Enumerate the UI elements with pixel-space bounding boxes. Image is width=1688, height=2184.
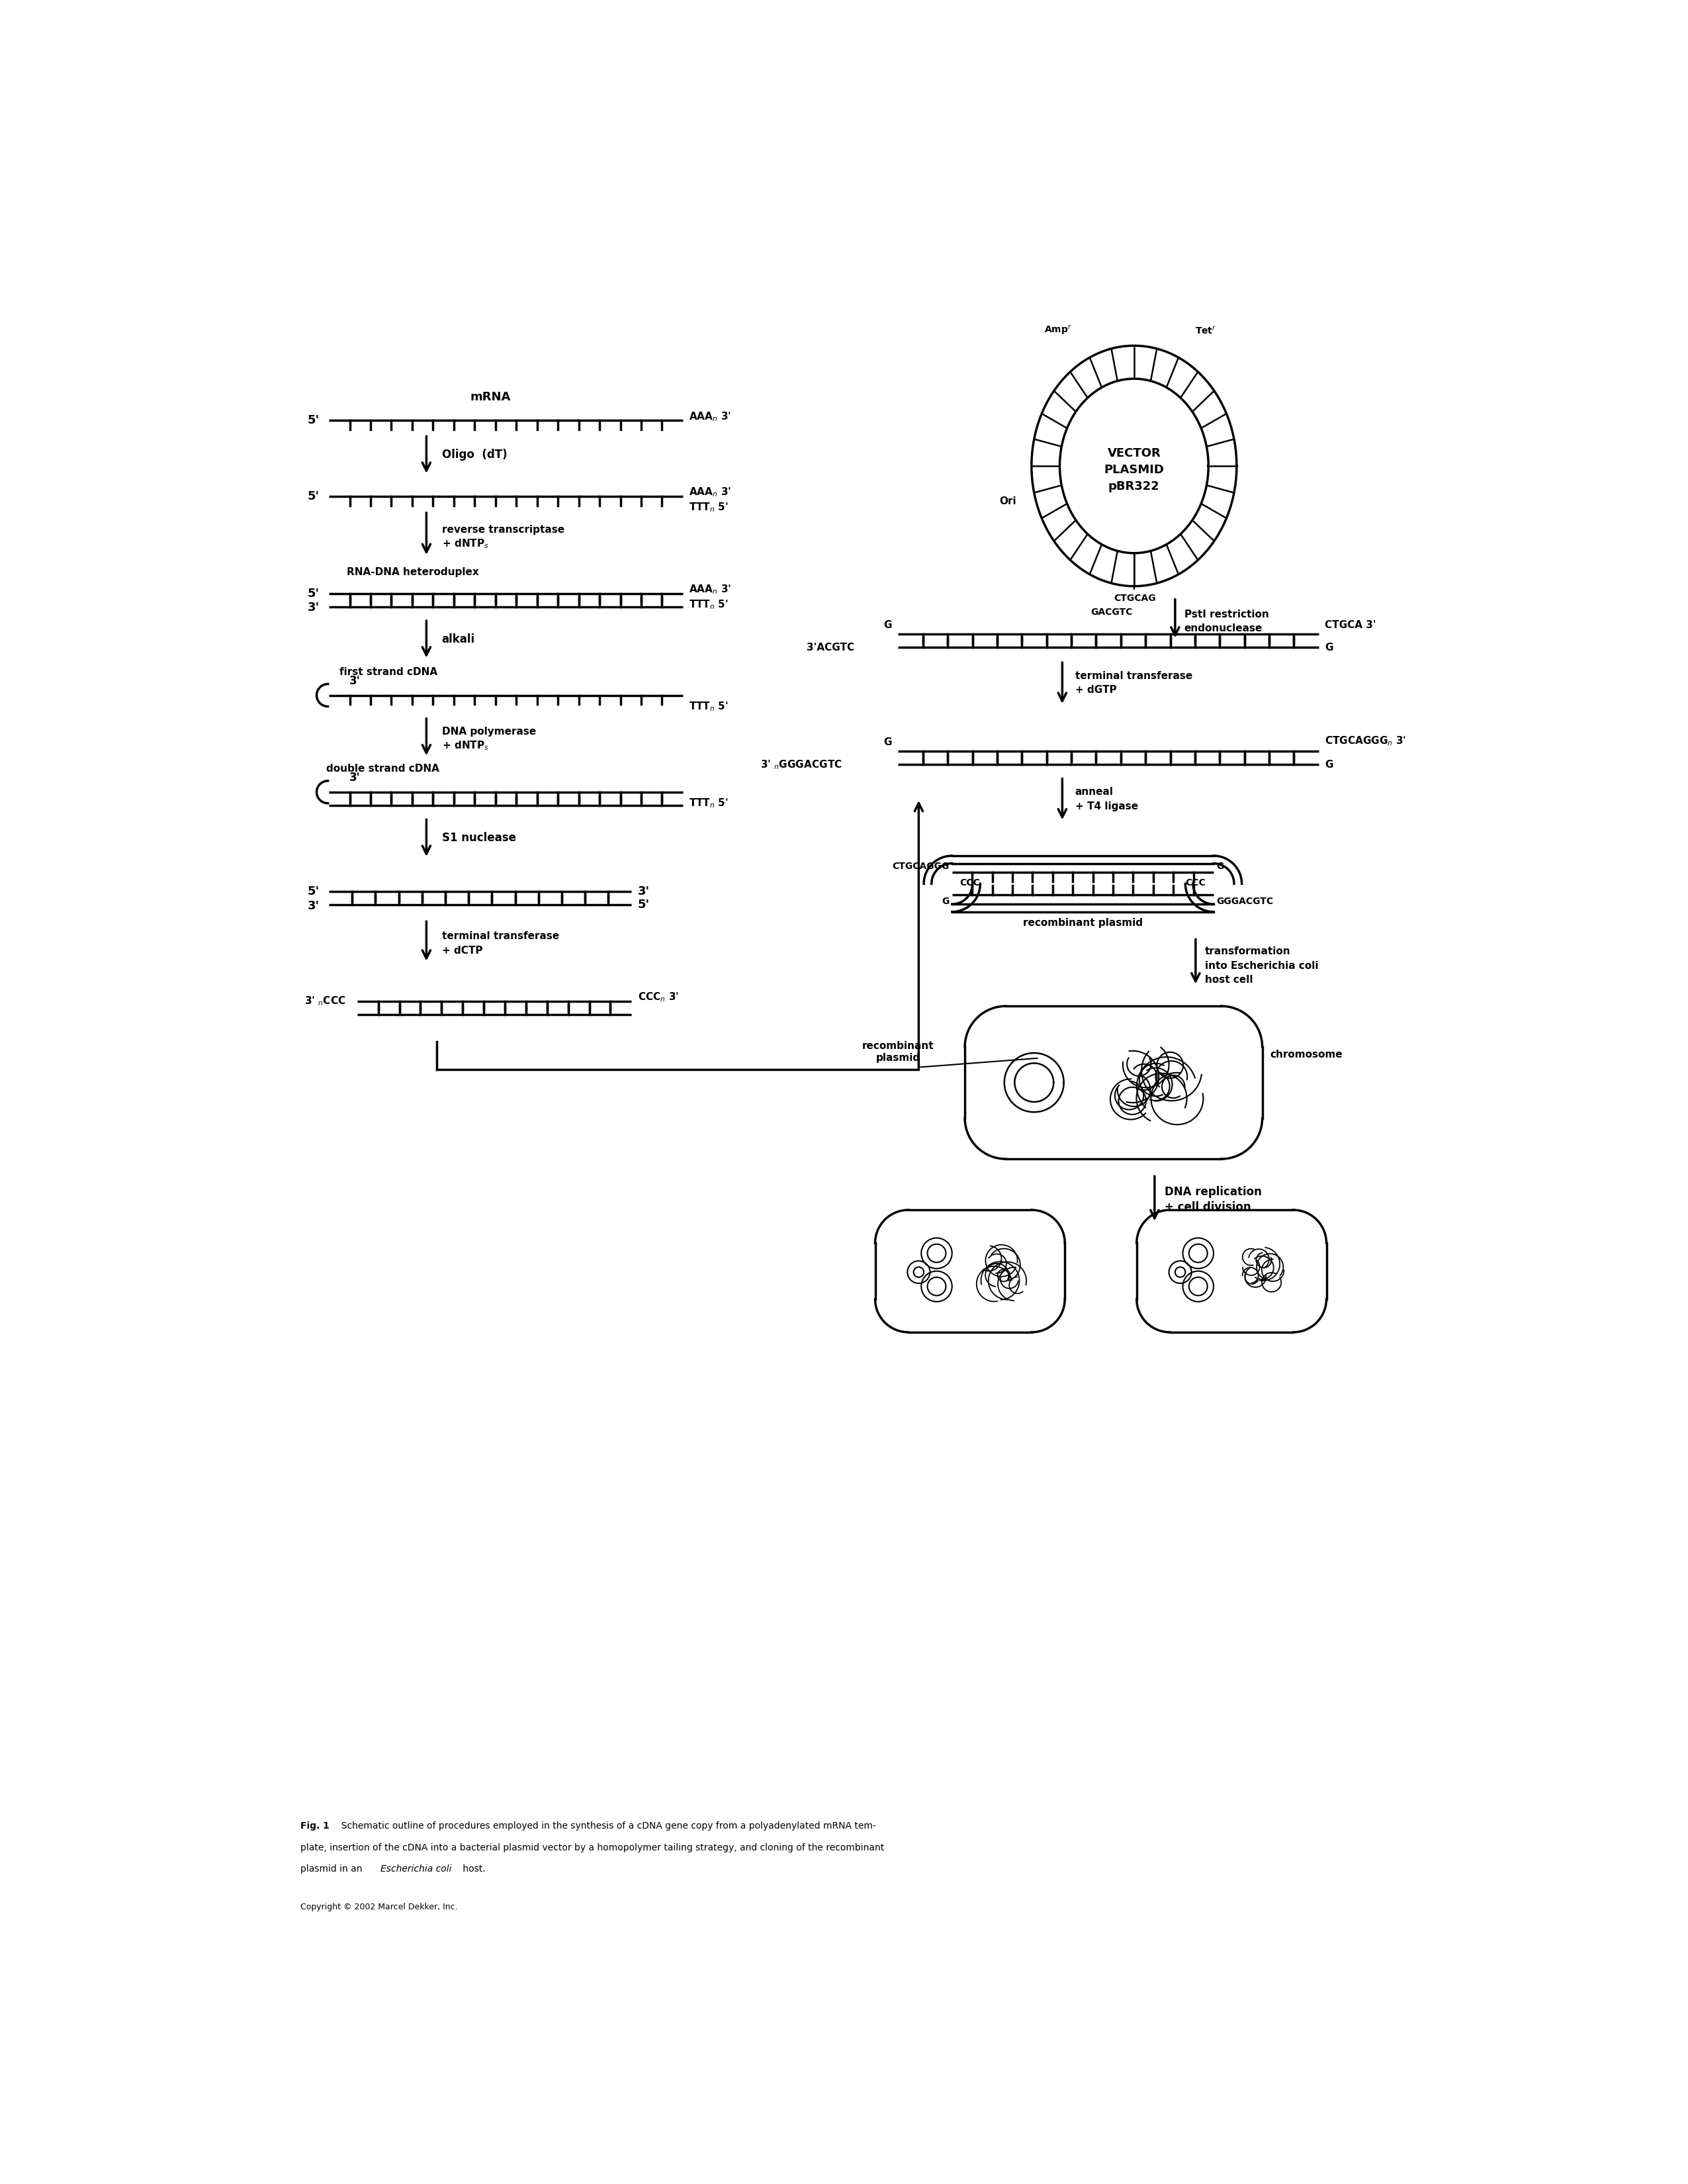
Text: host cell: host cell	[1205, 974, 1252, 985]
Text: 5': 5'	[638, 900, 650, 911]
Text: CTGCAGGG$_n$ 3': CTGCAGGG$_n$ 3'	[1325, 734, 1406, 747]
Text: AAA$_n$ 3': AAA$_n$ 3'	[689, 411, 731, 424]
Text: + dGTP: + dGTP	[1075, 686, 1116, 695]
Text: first strand cDNA: first strand cDNA	[339, 666, 437, 677]
Text: S1 nuclease: S1 nuclease	[442, 832, 517, 843]
Text: plasmid in an: plasmid in an	[300, 1865, 366, 1874]
Text: Amp$^r$: Amp$^r$	[1045, 323, 1072, 336]
Text: 3': 3'	[349, 771, 361, 784]
Text: AAA$_n$ 3': AAA$_n$ 3'	[689, 487, 731, 498]
Text: 5': 5'	[307, 415, 319, 426]
Text: CTGCA 3': CTGCA 3'	[1325, 620, 1376, 629]
Text: 3': 3'	[307, 900, 319, 911]
Text: AAA$_n$ 3': AAA$_n$ 3'	[689, 583, 731, 596]
Text: into Escherichia coli: into Escherichia coli	[1205, 961, 1318, 972]
Text: GACGTC: GACGTC	[1090, 607, 1133, 616]
Text: VECTOR: VECTOR	[1107, 448, 1161, 459]
Text: double strand cDNA: double strand cDNA	[326, 764, 439, 773]
Text: chromosome: chromosome	[1269, 1051, 1342, 1059]
Text: TTT$_n$ 5': TTT$_n$ 5'	[689, 797, 729, 810]
Text: TTT$_n$ 5': TTT$_n$ 5'	[689, 598, 729, 612]
Text: 5': 5'	[307, 491, 319, 502]
Text: pBR322: pBR322	[1109, 480, 1160, 491]
Text: G: G	[1215, 863, 1224, 871]
Text: CTGCAGGG: CTGCAGGG	[893, 863, 949, 871]
Text: DNA polymerase: DNA polymerase	[442, 727, 535, 736]
Text: PstI restriction: PstI restriction	[1185, 609, 1269, 620]
Text: G: G	[1325, 760, 1334, 769]
Text: Tet$^r$: Tet$^r$	[1195, 325, 1217, 336]
Text: 3'ACGTC: 3'ACGTC	[807, 642, 854, 653]
Text: TTT$_n$ 5': TTT$_n$ 5'	[689, 502, 729, 513]
Text: reverse transcriptase: reverse transcriptase	[442, 524, 564, 535]
Text: 5': 5'	[307, 885, 319, 898]
Text: transformation: transformation	[1205, 946, 1291, 957]
Text: 3': 3'	[349, 675, 361, 688]
Text: terminal transferase: terminal transferase	[442, 930, 559, 941]
Text: alkali: alkali	[442, 633, 474, 644]
Text: G: G	[885, 738, 891, 747]
Text: Copyright © 2002 Marcel Dekker, Inc.: Copyright © 2002 Marcel Dekker, Inc.	[300, 1902, 457, 1911]
Text: CCC$_n$ 3': CCC$_n$ 3'	[638, 992, 679, 1002]
Text: 3': 3'	[307, 601, 319, 614]
Text: DNA replication: DNA replication	[1165, 1186, 1263, 1199]
Text: CCC: CCC	[1185, 878, 1205, 887]
Text: GGGACGTC: GGGACGTC	[1215, 895, 1273, 906]
Text: 3' $_{n}$CCC: 3' $_{n}$CCC	[304, 996, 346, 1007]
Text: Ori: Ori	[999, 496, 1016, 507]
Text: CCC: CCC	[960, 878, 981, 887]
Text: recombinant
plasmid: recombinant plasmid	[863, 1042, 933, 1064]
Text: Escherichia coli: Escherichia coli	[380, 1865, 451, 1874]
Text: CTGCAG: CTGCAG	[1114, 594, 1156, 603]
Text: Fig. 1: Fig. 1	[300, 1821, 329, 1830]
Text: terminal transferase: terminal transferase	[1075, 670, 1192, 681]
Text: G: G	[885, 620, 891, 629]
Text: PLASMID: PLASMID	[1104, 463, 1165, 476]
Text: 3': 3'	[638, 885, 650, 898]
Text: G: G	[942, 895, 949, 906]
Text: mRNA: mRNA	[471, 391, 511, 404]
Text: Oligo  (dT): Oligo (dT)	[442, 448, 506, 461]
Text: G: G	[1325, 642, 1334, 653]
Text: + dCTP: + dCTP	[442, 946, 483, 957]
Text: endonuclease: endonuclease	[1185, 622, 1263, 633]
Text: anneal: anneal	[1075, 786, 1114, 797]
Text: host.: host.	[459, 1865, 484, 1874]
Text: 3' $_{n}$GGGACGTC: 3' $_{n}$GGGACGTC	[760, 758, 842, 771]
Text: Schematic outline of procedures employed in the synthesis of a cDNA gene copy fr: Schematic outline of procedures employed…	[336, 1821, 876, 1830]
Text: plate, insertion of the cDNA into a bacterial plasmid vector by a homopolymer ta: plate, insertion of the cDNA into a bact…	[300, 1843, 885, 1852]
Text: TTT$_n$ 5': TTT$_n$ 5'	[689, 701, 729, 712]
Text: + cell division: + cell division	[1165, 1201, 1251, 1214]
Text: + dNTP$_s$: + dNTP$_s$	[442, 537, 488, 550]
Text: RNA-DNA heteroduplex: RNA-DNA heteroduplex	[348, 568, 479, 577]
Text: + dNTP$_s$: + dNTP$_s$	[442, 740, 488, 751]
Text: recombinant plasmid: recombinant plasmid	[1023, 917, 1143, 928]
Text: + T4 ligase: + T4 ligase	[1075, 802, 1138, 810]
Text: 5': 5'	[307, 587, 319, 598]
